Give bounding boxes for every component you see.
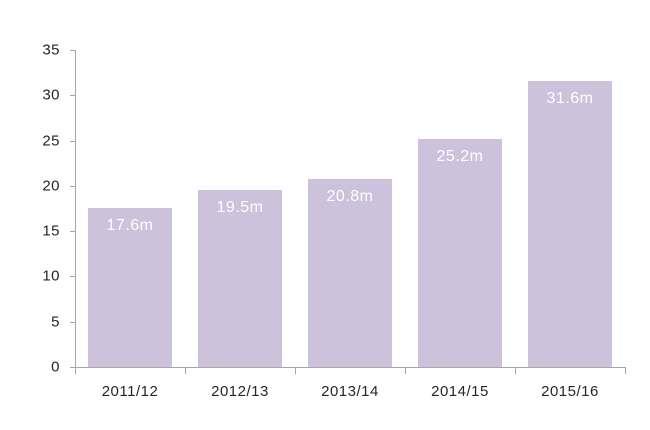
bar-value-label: 20.8m [326,188,374,205]
y-axis-tick [70,95,75,96]
y-axis-tick [70,186,75,187]
y-axis-tick [70,50,75,51]
y-axis-tick [70,322,75,323]
y-tick-label: 10 [42,267,60,285]
bar [528,81,612,367]
bar [198,190,282,367]
y-tick-label: 15 [42,222,60,240]
x-tick-label: 2015/16 [541,383,599,400]
y-tick-label: 35 [42,41,60,59]
bar-value-label: 17.6m [106,217,154,234]
x-axis-line [75,367,626,368]
x-axis-tick [75,368,76,374]
y-axis-tick [70,276,75,277]
y-axis-line [75,50,76,368]
x-axis-tick [625,368,626,374]
x-axis-tick [295,368,296,374]
bar [88,208,172,367]
y-axis-tick [70,141,75,142]
y-tick-label: 20 [42,177,60,195]
bar-value-label: 19.5m [216,199,264,216]
x-axis-tick [515,368,516,374]
bar [418,139,502,367]
x-tick-label: 2013/14 [321,383,379,400]
bar-value-label: 31.6m [546,90,594,107]
y-tick-label: 30 [42,86,60,104]
y-tick-label: 25 [42,132,60,150]
bar [308,179,392,367]
x-tick-label: 2014/15 [431,383,489,400]
y-axis-tick [70,231,75,232]
bar-value-label: 25.2m [436,148,484,165]
x-tick-label: 2011/12 [101,383,159,400]
y-axis-tick [70,367,75,368]
x-tick-label: 2012/13 [211,383,269,400]
y-tick-label: 0 [51,358,60,376]
y-tick-label: 5 [51,313,60,331]
x-axis-tick [185,368,186,374]
x-axis-tick [405,368,406,374]
